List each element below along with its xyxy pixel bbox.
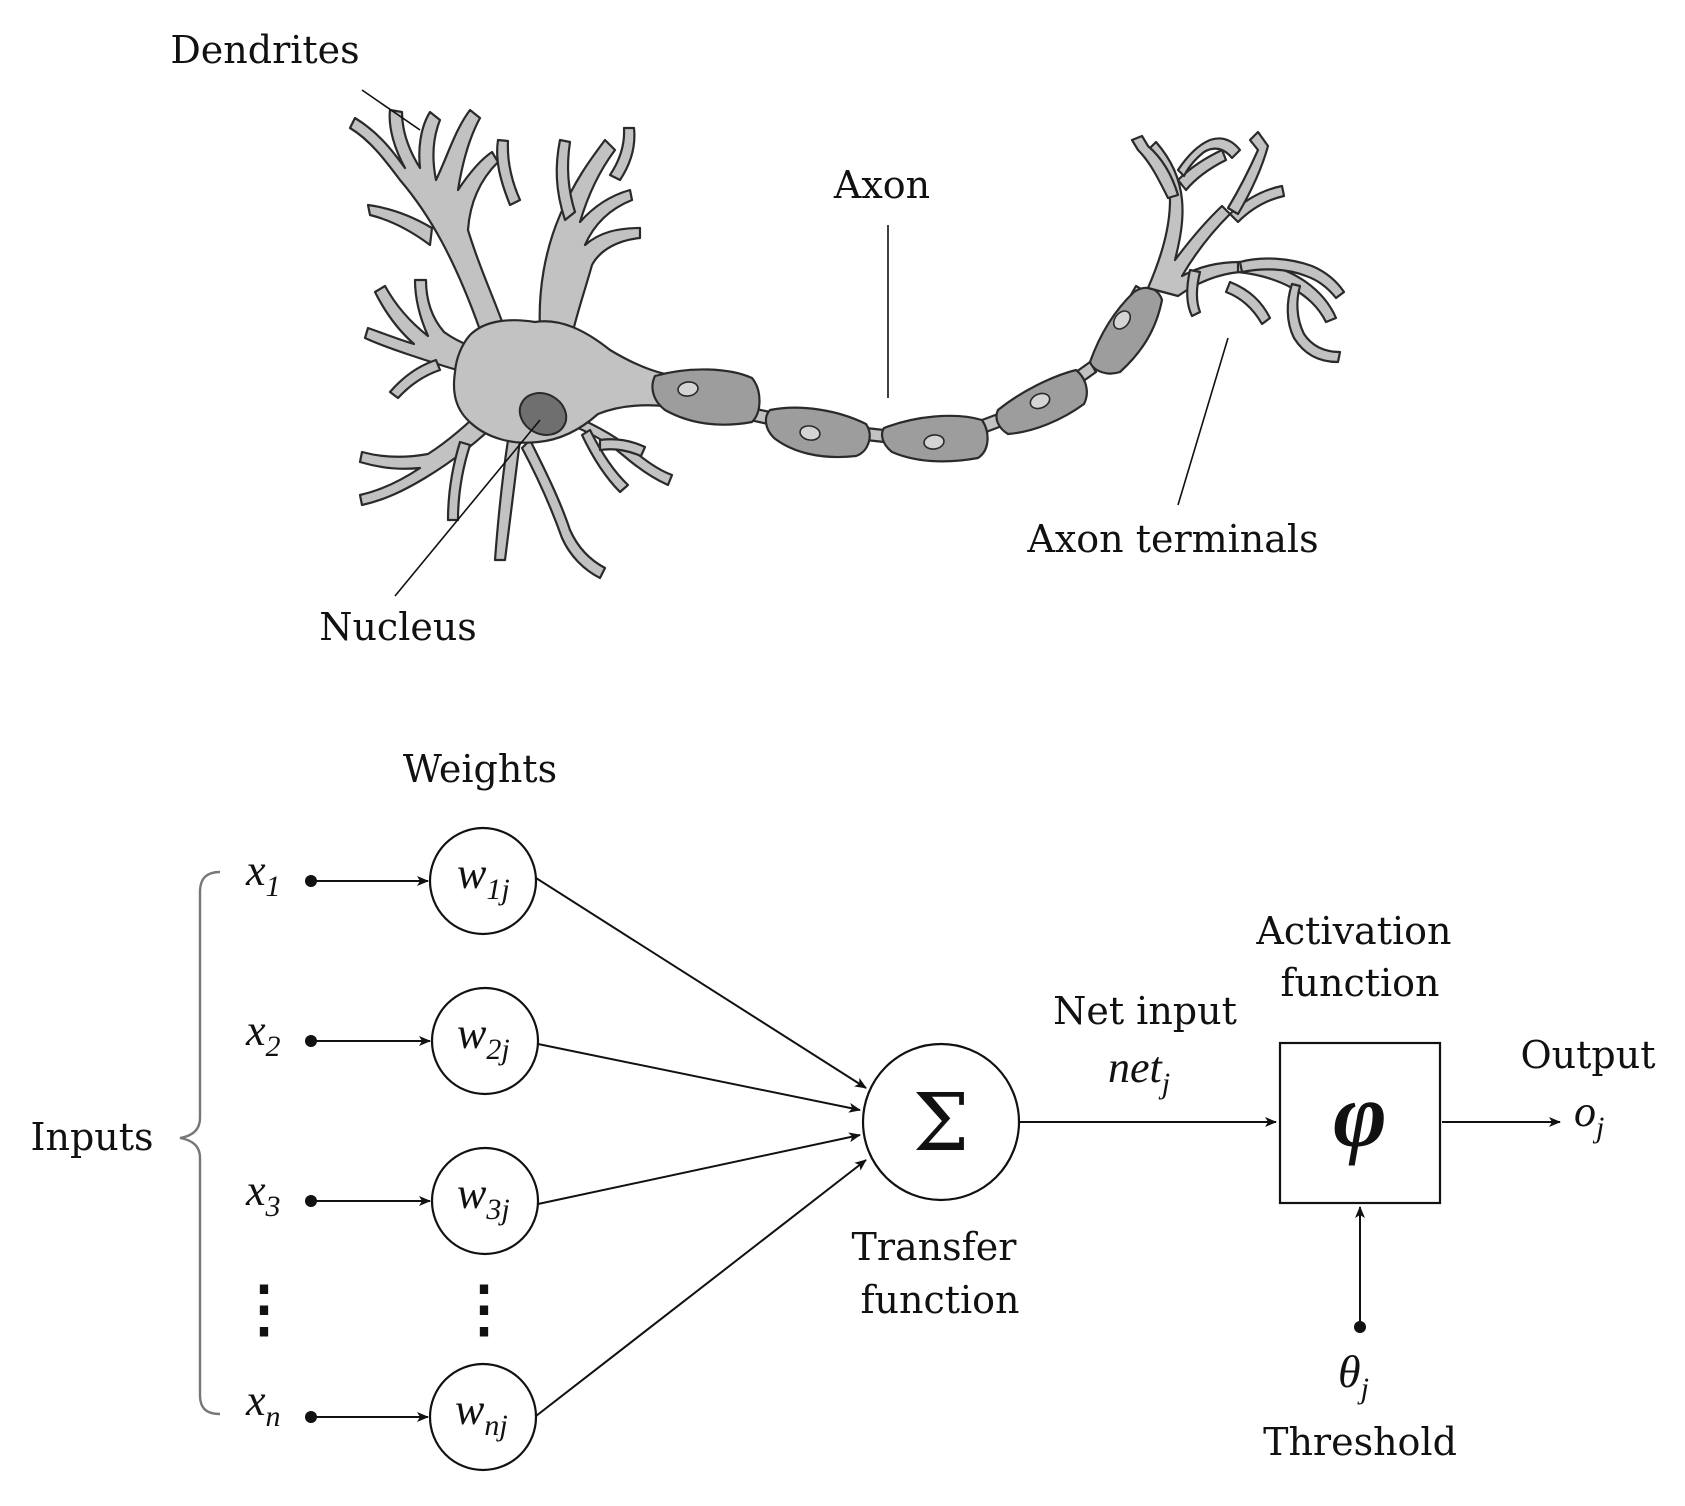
weight-node-w2j: w2j: [430, 986, 540, 1096]
axon-terminals-leader: [1177, 337, 1229, 506]
input-xn: xn: [245, 1376, 281, 1433]
input-x1-sub: 1: [266, 870, 281, 903]
net-input-label: Net input: [1053, 989, 1237, 1033]
weight-wnj-sub: nj: [484, 1409, 507, 1442]
input-xn-base: x: [245, 1376, 266, 1425]
nucleus-shape: [518, 392, 568, 436]
nucleus-leader: [394, 419, 541, 597]
net-input-symbol: netj: [1108, 1043, 1170, 1100]
input-x1: x1: [245, 846, 281, 903]
dendrites-label: Dendrites: [170, 28, 359, 72]
threshold-label: Threshold: [1263, 1420, 1457, 1464]
weight-node-wnj: wnj: [428, 1362, 538, 1472]
transfer-function-node: Σ: [861, 1042, 1021, 1202]
w2j-to-sum-arrow: [537, 1043, 861, 1113]
input-xn-sub: n: [266, 1400, 281, 1433]
svg-text:w2j: w2j: [457, 1009, 510, 1066]
weight-w3j-base: w: [457, 1169, 487, 1218]
input-x2: x2: [245, 1006, 281, 1063]
svg-text:wnj: wnj: [455, 1385, 508, 1442]
threshold-sub: j: [1357, 1372, 1369, 1405]
inputs-ellipsis: ⋮: [233, 1272, 295, 1345]
input-x2-base: x: [245, 1006, 266, 1055]
weight-node-w1j: w1j: [428, 826, 538, 936]
weight-w2j-sub: 2j: [486, 1033, 509, 1066]
output-sub: j: [1592, 1111, 1604, 1144]
net-input-base: net: [1108, 1043, 1164, 1092]
perceptron-model: Weights Inputs x1 x2 x3 xn ⋮ ⋮: [30, 747, 1656, 1472]
weight-wnj-base: w: [455, 1385, 485, 1434]
axon-illustration: [651, 284, 1164, 463]
w3j-to-sum-arrow: [537, 1132, 861, 1205]
threshold-symbol: θj: [1338, 1346, 1369, 1405]
nucleus-label: Nucleus: [319, 605, 477, 649]
output-symbol: oj: [1574, 1087, 1604, 1144]
weight-node-w3j: w3j: [430, 1146, 540, 1256]
weight-w3j-sub: 3j: [485, 1193, 509, 1226]
transfer-function-label: Transfer function: [852, 1225, 1029, 1322]
activation-function-node: φ: [1278, 1041, 1442, 1205]
axon-terminals-label: Axon terminals: [1026, 517, 1318, 561]
input-x3-sub: 3: [265, 1190, 281, 1223]
weights-ellipsis: ⋮: [453, 1272, 515, 1345]
weights-header: Weights: [403, 747, 557, 791]
cell-body: [452, 319, 667, 444]
input-x3-base: x: [245, 1166, 266, 1215]
axon-label: Axon: [833, 163, 930, 207]
axon-terminals-illustration: [1130, 130, 1346, 364]
output-base: o: [1574, 1087, 1596, 1136]
input-x2-sub: 2: [266, 1030, 281, 1063]
sum-symbol: Σ: [913, 1076, 970, 1169]
w1j-to-sum-arrow: [535, 877, 867, 1089]
activation-symbol: φ: [1333, 1064, 1387, 1166]
wnj-to-sum-arrow: [535, 1159, 867, 1417]
weight-w1j-sub: 1j: [486, 873, 509, 906]
activation-function-label: Activation function: [1255, 909, 1463, 1005]
output-label: Output: [1521, 1033, 1656, 1077]
net-input-sub: j: [1158, 1067, 1170, 1100]
input-x1-base: x: [245, 846, 266, 895]
svg-text:w3j: w3j: [457, 1169, 510, 1226]
dendrites-illustration: [348, 108, 674, 580]
dendrites-leader: [361, 89, 421, 131]
weight-w2j-base: w: [457, 1009, 487, 1058]
input-x3: x3: [245, 1166, 281, 1223]
svg-text:w1j: w1j: [457, 849, 510, 906]
inputs-label: Inputs: [30, 1115, 153, 1159]
inputs-brace: [179, 870, 221, 1416]
threshold-base: θ: [1338, 1346, 1361, 1397]
biological-neuron: Dendrites Axon Nucleus Axon terminals: [170, 28, 1346, 649]
weight-w1j-base: w: [457, 849, 487, 898]
